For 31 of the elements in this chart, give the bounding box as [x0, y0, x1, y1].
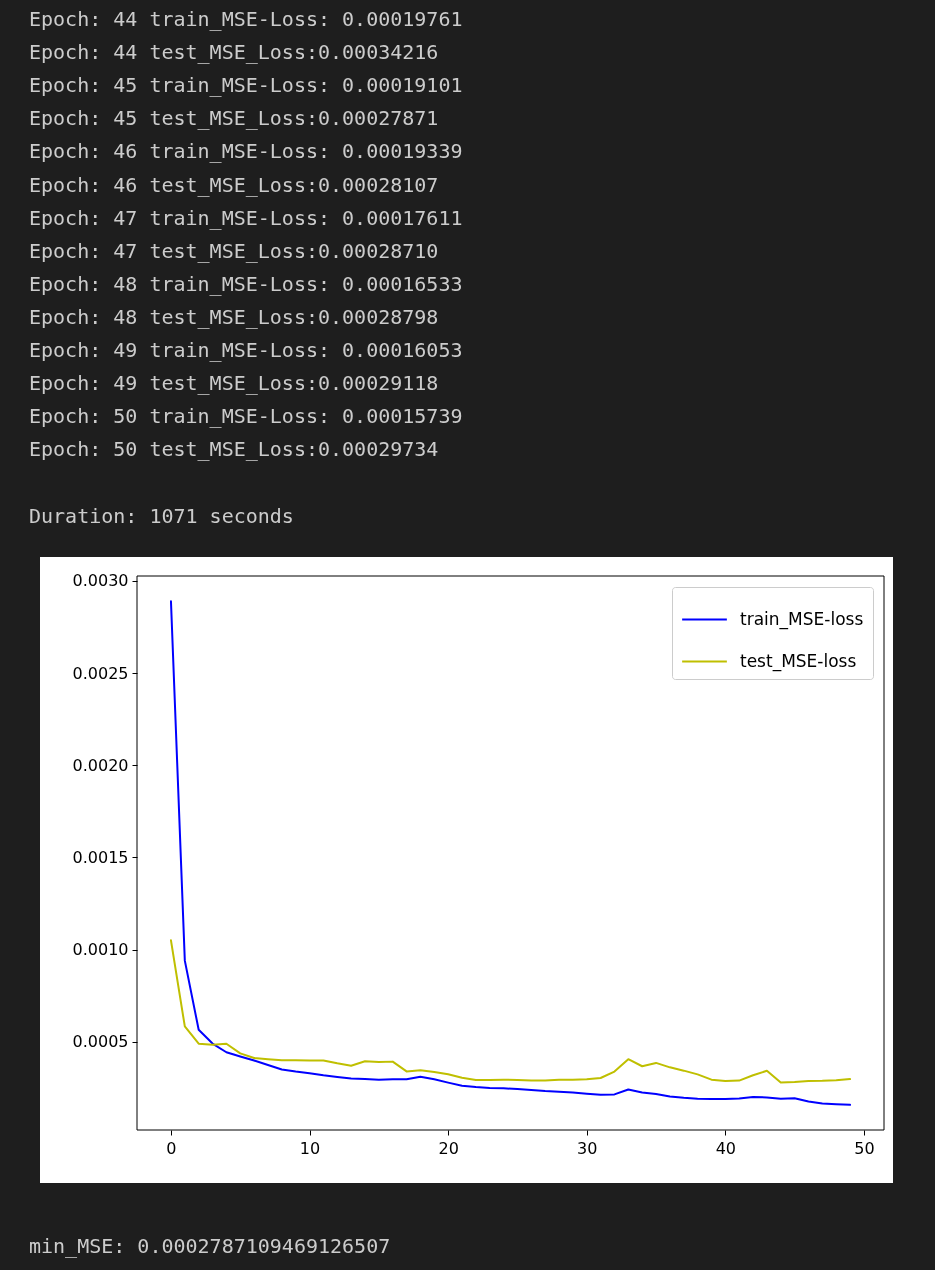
text: Epoch: 48 test_MSE_Loss:0.00028798 — [29, 304, 439, 329]
text: Epoch: 46 train_MSE-Loss: 0.00019339 — [29, 139, 463, 164]
legend-label: test_MSE-loss — [740, 650, 857, 672]
x-tick-label: 20 — [438, 1138, 459, 1158]
text: Epoch: 47 train_MSE-Loss: 0.00017611 — [29, 205, 463, 230]
y-tick-label: 0.0005 — [72, 1032, 129, 1052]
text: Epoch: 45 test_MSE_Loss:0.00027871 — [29, 106, 439, 131]
text: Epoch: 47 test_MSE_Loss:0.00028710 — [29, 238, 439, 263]
x-tick-label: 30 — [577, 1138, 598, 1158]
text: Epoch: 44 test_MSE_Loss:0.00034216 — [29, 40, 439, 65]
x-tick-label: 10 — [299, 1138, 321, 1158]
y-tick-label: 0.0030 — [72, 571, 129, 591]
x-tick-label: 40 — [715, 1138, 736, 1158]
text: Epoch: 49 test_MSE_Loss:0.00029118 — [29, 371, 439, 396]
text: Epoch: 45 train_MSE-Loss: 0.00019101 — [29, 73, 463, 98]
text: Epoch: 50 train_MSE-Loss: 0.00015739 — [29, 404, 463, 429]
x-tick-label: 50 — [854, 1138, 875, 1158]
text: Epoch: 50 test_MSE_Loss:0.00029734 — [29, 437, 439, 462]
text: Epoch: 49 train_MSE-Loss: 0.00016053 — [29, 338, 463, 362]
text: Epoch: 46 test_MSE_Loss:0.00028107 — [29, 172, 439, 197]
line-series — [169, 939, 852, 1084]
text: Epoch: 44 train_MSE-Loss: 0.00019761 — [29, 7, 463, 31]
x-tick-label: 0 — [166, 1138, 177, 1158]
y-tick-label: 0.0010 — [72, 940, 129, 960]
y-tick-label: 0.0015 — [72, 847, 129, 867]
y-tick-label: 0.0025 — [72, 663, 129, 683]
y-tick-label: 0.0020 — [72, 755, 129, 775]
text: min_MSE: 0.0002787109469126507 — [29, 1234, 391, 1258]
text: Duration: 1071 seconds — [29, 503, 294, 528]
text: Epoch: 48 train_MSE-Loss: 0.00016533 — [29, 271, 463, 296]
legend-label: train_MSE-loss — [740, 608, 864, 630]
